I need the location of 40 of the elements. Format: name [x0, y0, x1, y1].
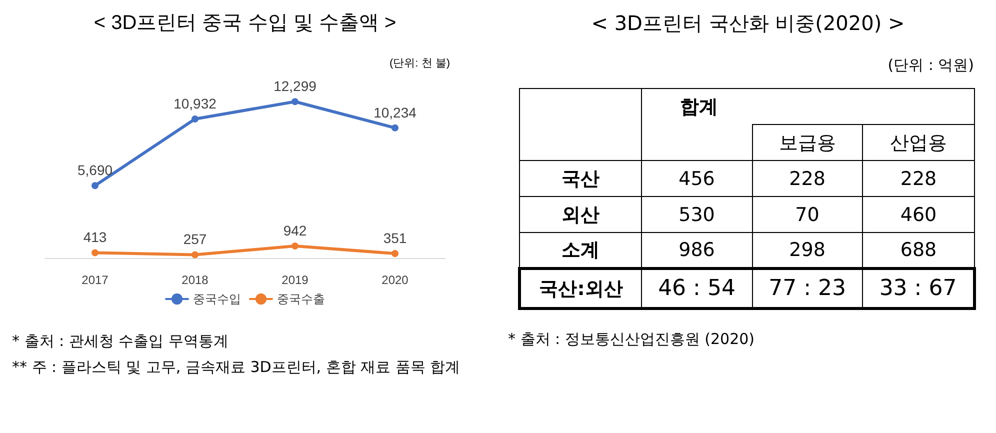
data-label: 942: [283, 222, 307, 239]
x-tick-label: 2019: [282, 273, 309, 287]
text: < 3D프린터 국산화 비중(2020) >: [590, 10, 906, 37]
data-label: 413: [83, 229, 107, 246]
text: 228: [900, 168, 937, 190]
text: 70: [795, 204, 820, 226]
text: * 출처 : 정보통신산업진흥원 (2020): [508, 330, 755, 349]
category-label: 소계: [562, 239, 600, 261]
text: * 출처 : 관세청 수출입 무역통계: [12, 331, 230, 352]
text: 688: [900, 239, 937, 261]
category-label: 산업용: [862, 124, 974, 160]
text: 986: [678, 239, 715, 261]
data-label: 351: [383, 230, 407, 246]
data-label: 12,299: [274, 78, 317, 94]
text: 298: [789, 239, 826, 261]
text: 228: [789, 168, 826, 190]
text: 33 : 67: [879, 276, 957, 301]
text: 46 : 54: [658, 276, 736, 301]
x-tick-label: 2017: [82, 273, 109, 287]
data-label: 257: [183, 231, 207, 248]
chart-title: < 3D프린터 중국 수입 및 수출액 >: [94, 12, 396, 34]
data-label: 10,234: [374, 104, 417, 120]
text: (단위 : 억원): [888, 56, 974, 75]
data-label: 10,932: [174, 96, 217, 112]
text: 77 : 23: [768, 276, 846, 301]
legend-label: 중국수입: [193, 292, 241, 306]
category-label: 보급용: [752, 124, 863, 160]
x-tick-label: 2020: [382, 273, 409, 287]
category-label: 국산:외산: [539, 278, 623, 300]
text: 530: [678, 204, 715, 226]
category-label: 국산: [562, 168, 600, 190]
legend-label: 중국수출: [277, 292, 325, 306]
text: ** 주 : 플라스틱 및 고무, 금속재료 3D프린터, 혼합 재료 품목 합계: [12, 357, 462, 378]
text: 456: [678, 168, 715, 190]
data-label: 5,690: [77, 162, 113, 178]
x-tick-label: 2018: [182, 273, 209, 287]
category-label: 외산: [562, 204, 600, 226]
category-label: 합계: [642, 88, 974, 124]
text: 460: [900, 204, 937, 226]
text: (단위: 천 불): [390, 58, 450, 70]
